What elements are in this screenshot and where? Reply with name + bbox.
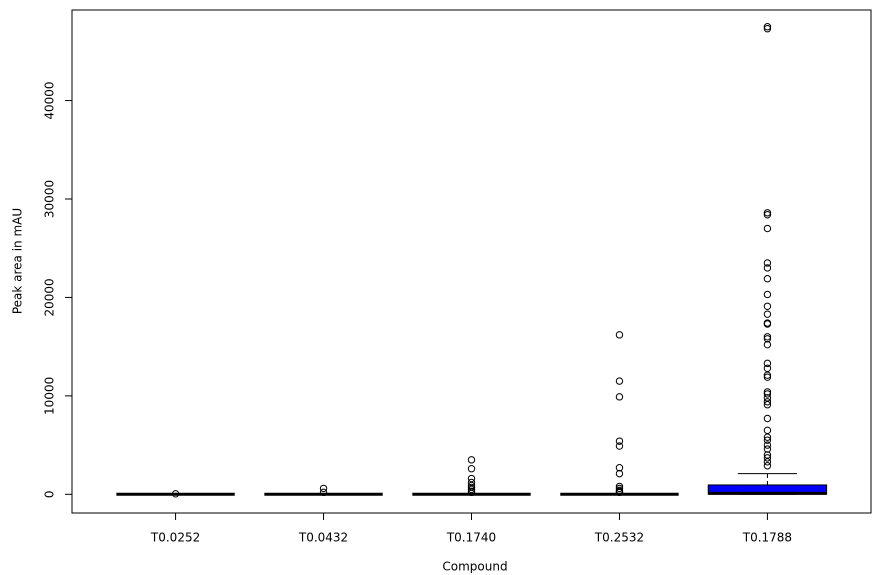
outlier <box>615 442 624 450</box>
outlier <box>615 393 624 401</box>
outlier <box>467 485 476 494</box>
x-axis-label: Compound <box>442 560 507 574</box>
outlier <box>171 490 180 498</box>
outlier <box>763 275 772 283</box>
outlier <box>763 454 772 462</box>
outlier <box>763 371 772 379</box>
outlier <box>615 469 624 478</box>
outlier <box>763 224 772 233</box>
outlier <box>319 488 328 497</box>
outlier <box>615 484 624 493</box>
outlier <box>763 290 772 299</box>
y-tick-label: 0 <box>43 490 57 498</box>
outlier <box>763 462 772 470</box>
outlier <box>763 436 772 444</box>
outlier <box>763 340 772 349</box>
outlier <box>467 465 476 473</box>
outlier <box>763 401 772 409</box>
outlier <box>763 264 772 272</box>
outlier <box>615 377 624 385</box>
outlier <box>763 359 772 368</box>
outlier <box>763 209 772 217</box>
x-tick-label: T0.1740 <box>446 531 496 545</box>
outlier <box>763 310 772 318</box>
outlier <box>763 426 772 435</box>
outlier <box>467 456 476 464</box>
x-tick-label: T0.0252 <box>150 531 200 545</box>
outlier <box>467 483 476 492</box>
y-tick-label: 10000 <box>43 377 57 415</box>
outlier <box>763 398 772 406</box>
x-tick-label: T0.1788 <box>742 531 792 545</box>
outlier <box>763 433 772 441</box>
outlier <box>763 333 772 341</box>
outlier <box>615 331 624 339</box>
outlier <box>319 484 328 493</box>
x-tick-label: T0.2532 <box>594 531 644 545</box>
outlier <box>467 488 476 497</box>
outlier <box>763 458 772 466</box>
y-tick-label: 40000 <box>43 81 57 119</box>
y-axis-label: Peak area in mAU <box>11 208 25 314</box>
outlier <box>763 302 772 310</box>
y-tick-label: 30000 <box>43 180 57 218</box>
outlier <box>763 211 772 219</box>
plot-frame <box>71 9 872 514</box>
outlier <box>615 437 624 445</box>
outlier <box>763 23 772 31</box>
outlier <box>763 364 772 373</box>
outlier <box>763 373 772 381</box>
outlier <box>615 488 624 497</box>
x-tick-label: T0.0432 <box>298 531 348 545</box>
outlier <box>763 25 772 33</box>
y-tick-label: 20000 <box>43 278 57 316</box>
outlier <box>763 414 772 423</box>
outlier <box>763 441 772 449</box>
outlier <box>763 390 772 398</box>
outlier <box>763 320 772 328</box>
outlier <box>763 259 772 267</box>
